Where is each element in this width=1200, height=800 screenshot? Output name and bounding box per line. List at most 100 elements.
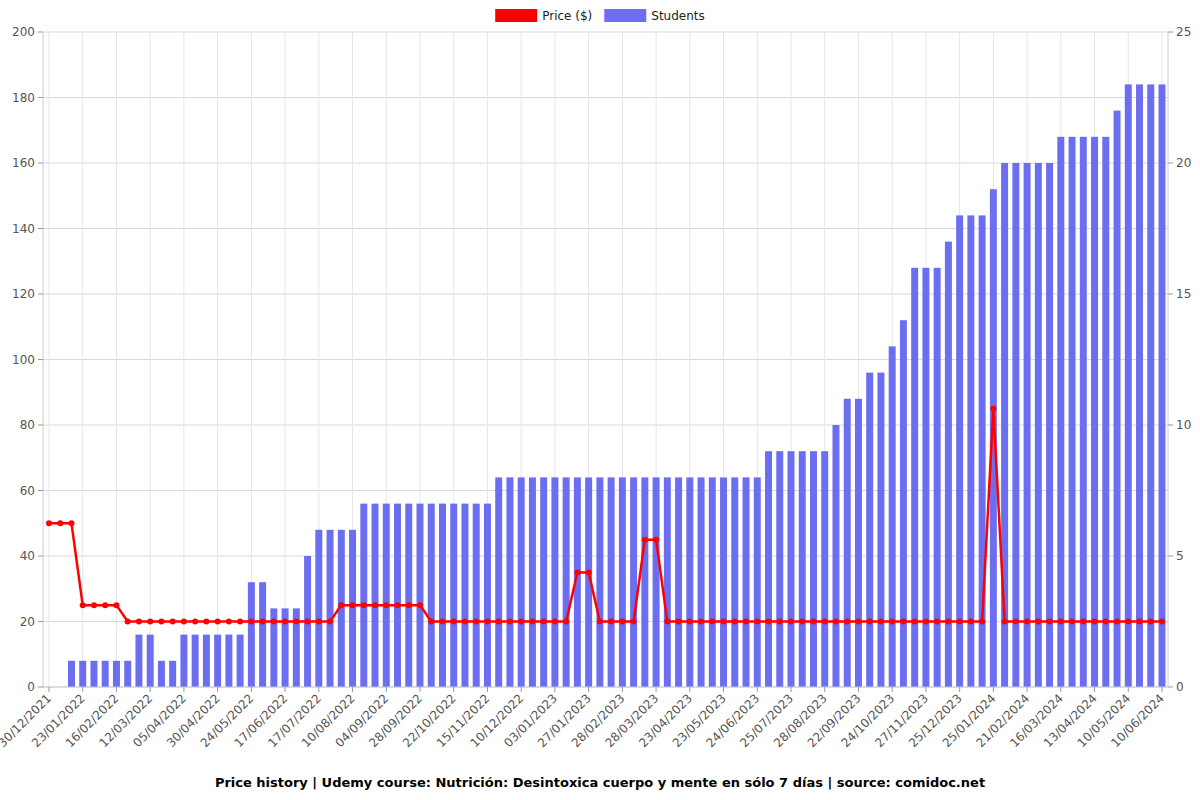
x-tick bbox=[993, 687, 994, 692]
x-tick bbox=[285, 687, 286, 692]
bar bbox=[889, 346, 896, 687]
point bbox=[754, 619, 760, 625]
grid-line-x bbox=[285, 32, 286, 687]
point bbox=[237, 619, 243, 625]
bar bbox=[743, 477, 750, 687]
x-tick bbox=[352, 687, 353, 692]
bar bbox=[1091, 137, 1098, 687]
bar bbox=[720, 477, 727, 687]
y-tick-label: 100 bbox=[12, 353, 35, 367]
point bbox=[473, 619, 479, 625]
point bbox=[698, 619, 704, 625]
x-tick bbox=[1027, 687, 1028, 692]
y-tick-label: 180 bbox=[12, 91, 35, 105]
point bbox=[642, 537, 648, 543]
point bbox=[552, 619, 558, 625]
point bbox=[844, 619, 850, 625]
bar bbox=[473, 504, 480, 687]
point bbox=[619, 619, 625, 625]
grid bbox=[43, 32, 1168, 687]
point bbox=[417, 602, 423, 608]
point bbox=[732, 619, 738, 625]
bar bbox=[1035, 163, 1042, 687]
point bbox=[293, 619, 299, 625]
point bbox=[248, 619, 254, 625]
bar bbox=[922, 268, 929, 687]
point bbox=[687, 619, 693, 625]
point bbox=[226, 619, 232, 625]
grid-line bbox=[43, 490, 1168, 491]
chart: 020406080100120140160180200051015202530/… bbox=[0, 0, 1200, 800]
bar bbox=[844, 399, 851, 687]
bar bbox=[1046, 163, 1053, 687]
point bbox=[260, 619, 266, 625]
x-tick bbox=[386, 687, 387, 692]
point bbox=[192, 619, 198, 625]
bar bbox=[619, 477, 626, 687]
x-tick bbox=[82, 687, 83, 692]
y2-tick bbox=[1168, 556, 1173, 557]
x-tick bbox=[791, 687, 792, 692]
point bbox=[766, 619, 772, 625]
bar bbox=[102, 661, 109, 687]
point bbox=[664, 619, 670, 625]
point bbox=[1047, 619, 1053, 625]
y2-axis-line bbox=[1168, 32, 1169, 687]
bar bbox=[1114, 111, 1121, 687]
y-tick-label: 20 bbox=[20, 615, 35, 629]
x-tick bbox=[1094, 687, 1095, 692]
point bbox=[383, 602, 389, 608]
x-tick bbox=[824, 687, 825, 692]
point bbox=[271, 619, 277, 625]
bar bbox=[529, 477, 536, 687]
bar bbox=[282, 608, 289, 687]
point bbox=[721, 619, 727, 625]
point bbox=[788, 619, 794, 625]
x-tick bbox=[251, 687, 252, 692]
y-tick bbox=[38, 163, 43, 164]
point bbox=[1058, 619, 1064, 625]
bar bbox=[608, 477, 615, 687]
bar bbox=[788, 451, 795, 687]
point bbox=[867, 619, 873, 625]
x-tick bbox=[1060, 687, 1061, 692]
bar bbox=[653, 477, 660, 687]
bar bbox=[135, 635, 142, 687]
point bbox=[518, 619, 524, 625]
point bbox=[1013, 619, 1019, 625]
x-tick bbox=[554, 687, 555, 692]
bar bbox=[686, 477, 693, 687]
bar bbox=[237, 635, 244, 687]
point bbox=[350, 602, 356, 608]
y-tick-label: 140 bbox=[12, 222, 35, 236]
bar bbox=[956, 215, 963, 687]
bar bbox=[765, 451, 772, 687]
x-tick bbox=[453, 687, 454, 692]
y-tick-label: 160 bbox=[12, 156, 35, 170]
point bbox=[1002, 619, 1008, 625]
bar bbox=[293, 608, 300, 687]
legend-label: Students bbox=[651, 9, 705, 23]
bar bbox=[180, 635, 187, 687]
point bbox=[1114, 619, 1120, 625]
bar bbox=[832, 425, 839, 687]
point bbox=[57, 520, 63, 526]
bar bbox=[79, 661, 86, 687]
point bbox=[979, 619, 985, 625]
bar bbox=[551, 477, 558, 687]
bar bbox=[675, 477, 682, 687]
y-tick-label: 200 bbox=[12, 25, 35, 39]
grid-line-x bbox=[183, 32, 184, 687]
point bbox=[833, 619, 839, 625]
y2-tick bbox=[1168, 32, 1173, 33]
point bbox=[1024, 619, 1030, 625]
y-tick-label: 0 bbox=[27, 680, 35, 694]
grid-line bbox=[43, 425, 1168, 426]
point bbox=[125, 619, 131, 625]
grid-line bbox=[43, 32, 1168, 33]
point bbox=[653, 537, 659, 543]
point bbox=[799, 619, 805, 625]
x-tick bbox=[318, 687, 319, 692]
legend-swatch bbox=[604, 9, 646, 22]
bar bbox=[877, 373, 884, 687]
